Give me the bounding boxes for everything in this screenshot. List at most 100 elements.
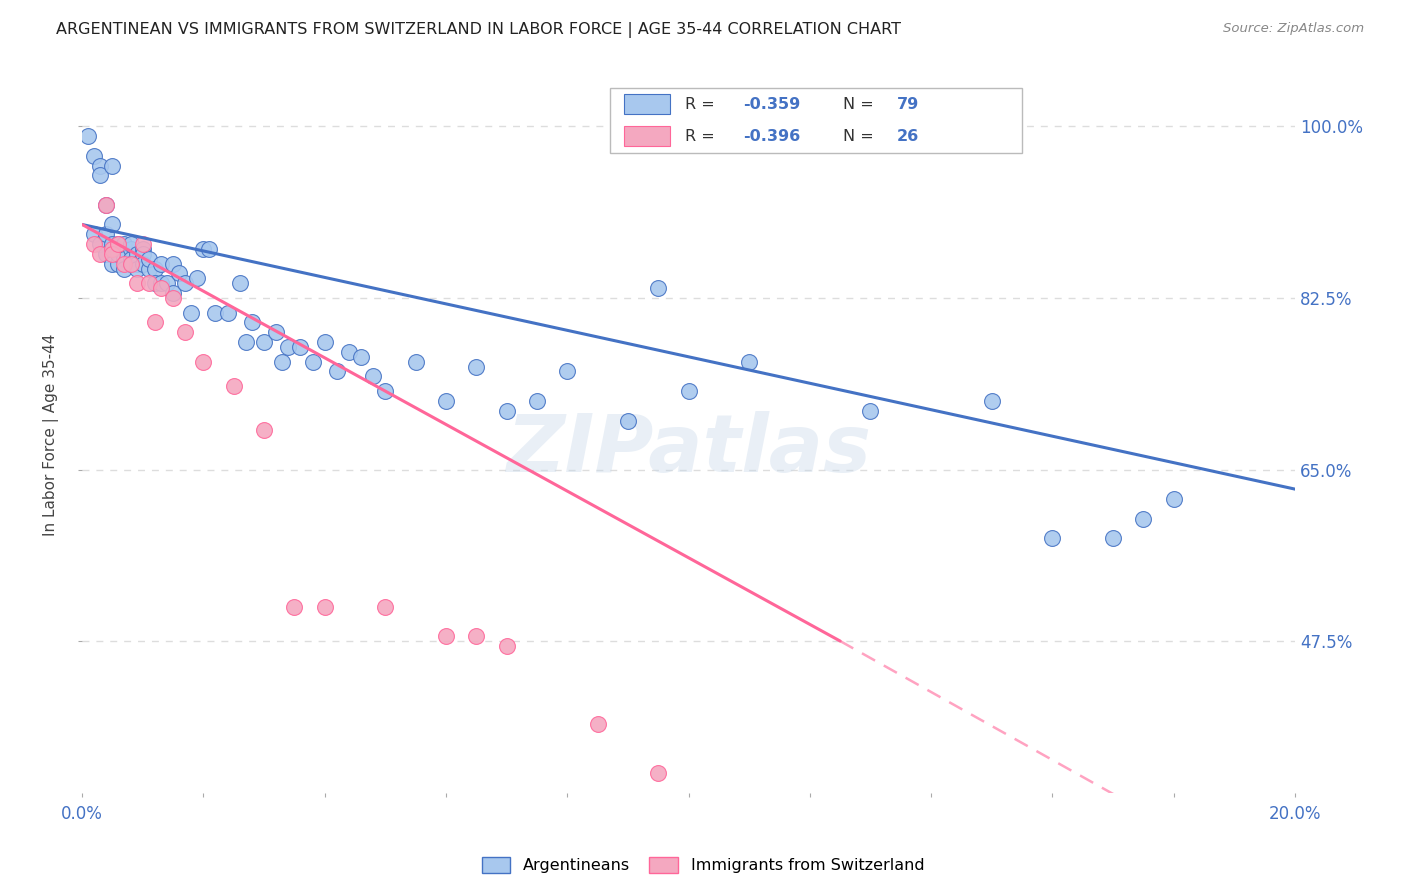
Point (83, 149, 105, 163)
Point (101, 242, 124, 256)
Point (204, 306, 226, 320)
Point (405, 354, 427, 368)
FancyBboxPatch shape (610, 88, 1022, 153)
Point (83, 237, 105, 252)
Point (193, 354, 215, 368)
Point (350, 350, 373, 364)
Text: ARGENTINEAN VS IMMIGRANTS FROM SWITZERLAND IN LABOR FORCE | AGE 35-44 CORRELATIO: ARGENTINEAN VS IMMIGRANTS FROM SWITZERLA… (56, 22, 901, 38)
Point (125, 257, 148, 271)
Point (96, 198, 118, 212)
Point (138, 252, 160, 266)
Text: N =: N = (842, 96, 879, 112)
Point (125, 277, 148, 291)
Point (277, 340, 299, 354)
Point (101, 237, 124, 252)
Point (361, 369, 384, 384)
Point (96, 247, 118, 261)
Point (193, 242, 215, 256)
Point (222, 379, 245, 393)
Point (162, 286, 184, 301)
Point (120, 237, 142, 252)
Point (101, 218, 124, 232)
Point (647, 281, 669, 295)
Point (107, 257, 129, 271)
Point (143, 277, 166, 291)
Point (337, 344, 360, 359)
Text: R =: R = (685, 129, 720, 144)
Point (253, 335, 276, 350)
Point (235, 335, 257, 350)
Point (229, 277, 252, 291)
Point (495, 403, 517, 417)
Point (374, 599, 396, 614)
Point (240, 316, 263, 330)
Point (120, 257, 142, 271)
FancyBboxPatch shape (624, 95, 671, 114)
Point (138, 261, 160, 276)
Point (77, 129, 100, 144)
Point (1163, 491, 1185, 506)
Point (138, 277, 160, 291)
Point (114, 247, 136, 261)
Point (149, 277, 172, 291)
Point (114, 257, 136, 271)
Point (96, 227, 118, 242)
Point (495, 639, 517, 653)
Point (149, 281, 172, 295)
Point (264, 326, 287, 340)
Point (162, 291, 184, 305)
Point (290, 340, 312, 354)
Point (114, 261, 136, 276)
Point (738, 354, 761, 368)
Point (143, 261, 166, 276)
Point (465, 359, 488, 374)
Point (180, 306, 202, 320)
Legend: Argentineans, Immigrants from Switzerland: Argentineans, Immigrants from Switzerlan… (475, 850, 931, 880)
Point (162, 257, 184, 271)
Point (114, 252, 136, 266)
Point (217, 306, 239, 320)
Text: -0.396: -0.396 (744, 129, 800, 144)
Point (1042, 531, 1064, 545)
Point (89, 159, 111, 173)
Point (120, 257, 142, 271)
Point (89, 169, 111, 183)
Point (271, 354, 294, 368)
Point (465, 629, 488, 643)
Text: 26: 26 (897, 129, 920, 144)
Point (586, 717, 609, 731)
Point (107, 237, 129, 252)
Point (89, 237, 111, 252)
Point (83, 227, 105, 242)
Point (120, 242, 142, 256)
Point (125, 261, 148, 276)
Point (131, 242, 153, 256)
Point (859, 403, 882, 417)
Text: Source: ZipAtlas.com: Source: ZipAtlas.com (1223, 22, 1364, 36)
Point (174, 277, 197, 291)
Point (374, 384, 396, 398)
Point (101, 257, 124, 271)
Point (107, 237, 129, 252)
Point (149, 257, 172, 271)
Text: ZIPatlas: ZIPatlas (506, 410, 872, 489)
Point (89, 247, 111, 261)
Point (96, 198, 118, 212)
Text: 79: 79 (897, 96, 920, 112)
Point (167, 267, 190, 281)
Point (101, 247, 124, 261)
FancyBboxPatch shape (624, 127, 671, 146)
Point (101, 159, 124, 173)
Point (434, 393, 457, 408)
Point (143, 316, 166, 330)
Point (980, 393, 1002, 408)
Point (1102, 531, 1125, 545)
Point (678, 384, 700, 398)
Point (114, 237, 136, 252)
Point (174, 326, 197, 340)
Point (1132, 511, 1154, 525)
Point (198, 242, 221, 256)
Point (434, 629, 457, 643)
Text: N =: N = (842, 129, 879, 144)
Text: -0.359: -0.359 (744, 96, 800, 112)
